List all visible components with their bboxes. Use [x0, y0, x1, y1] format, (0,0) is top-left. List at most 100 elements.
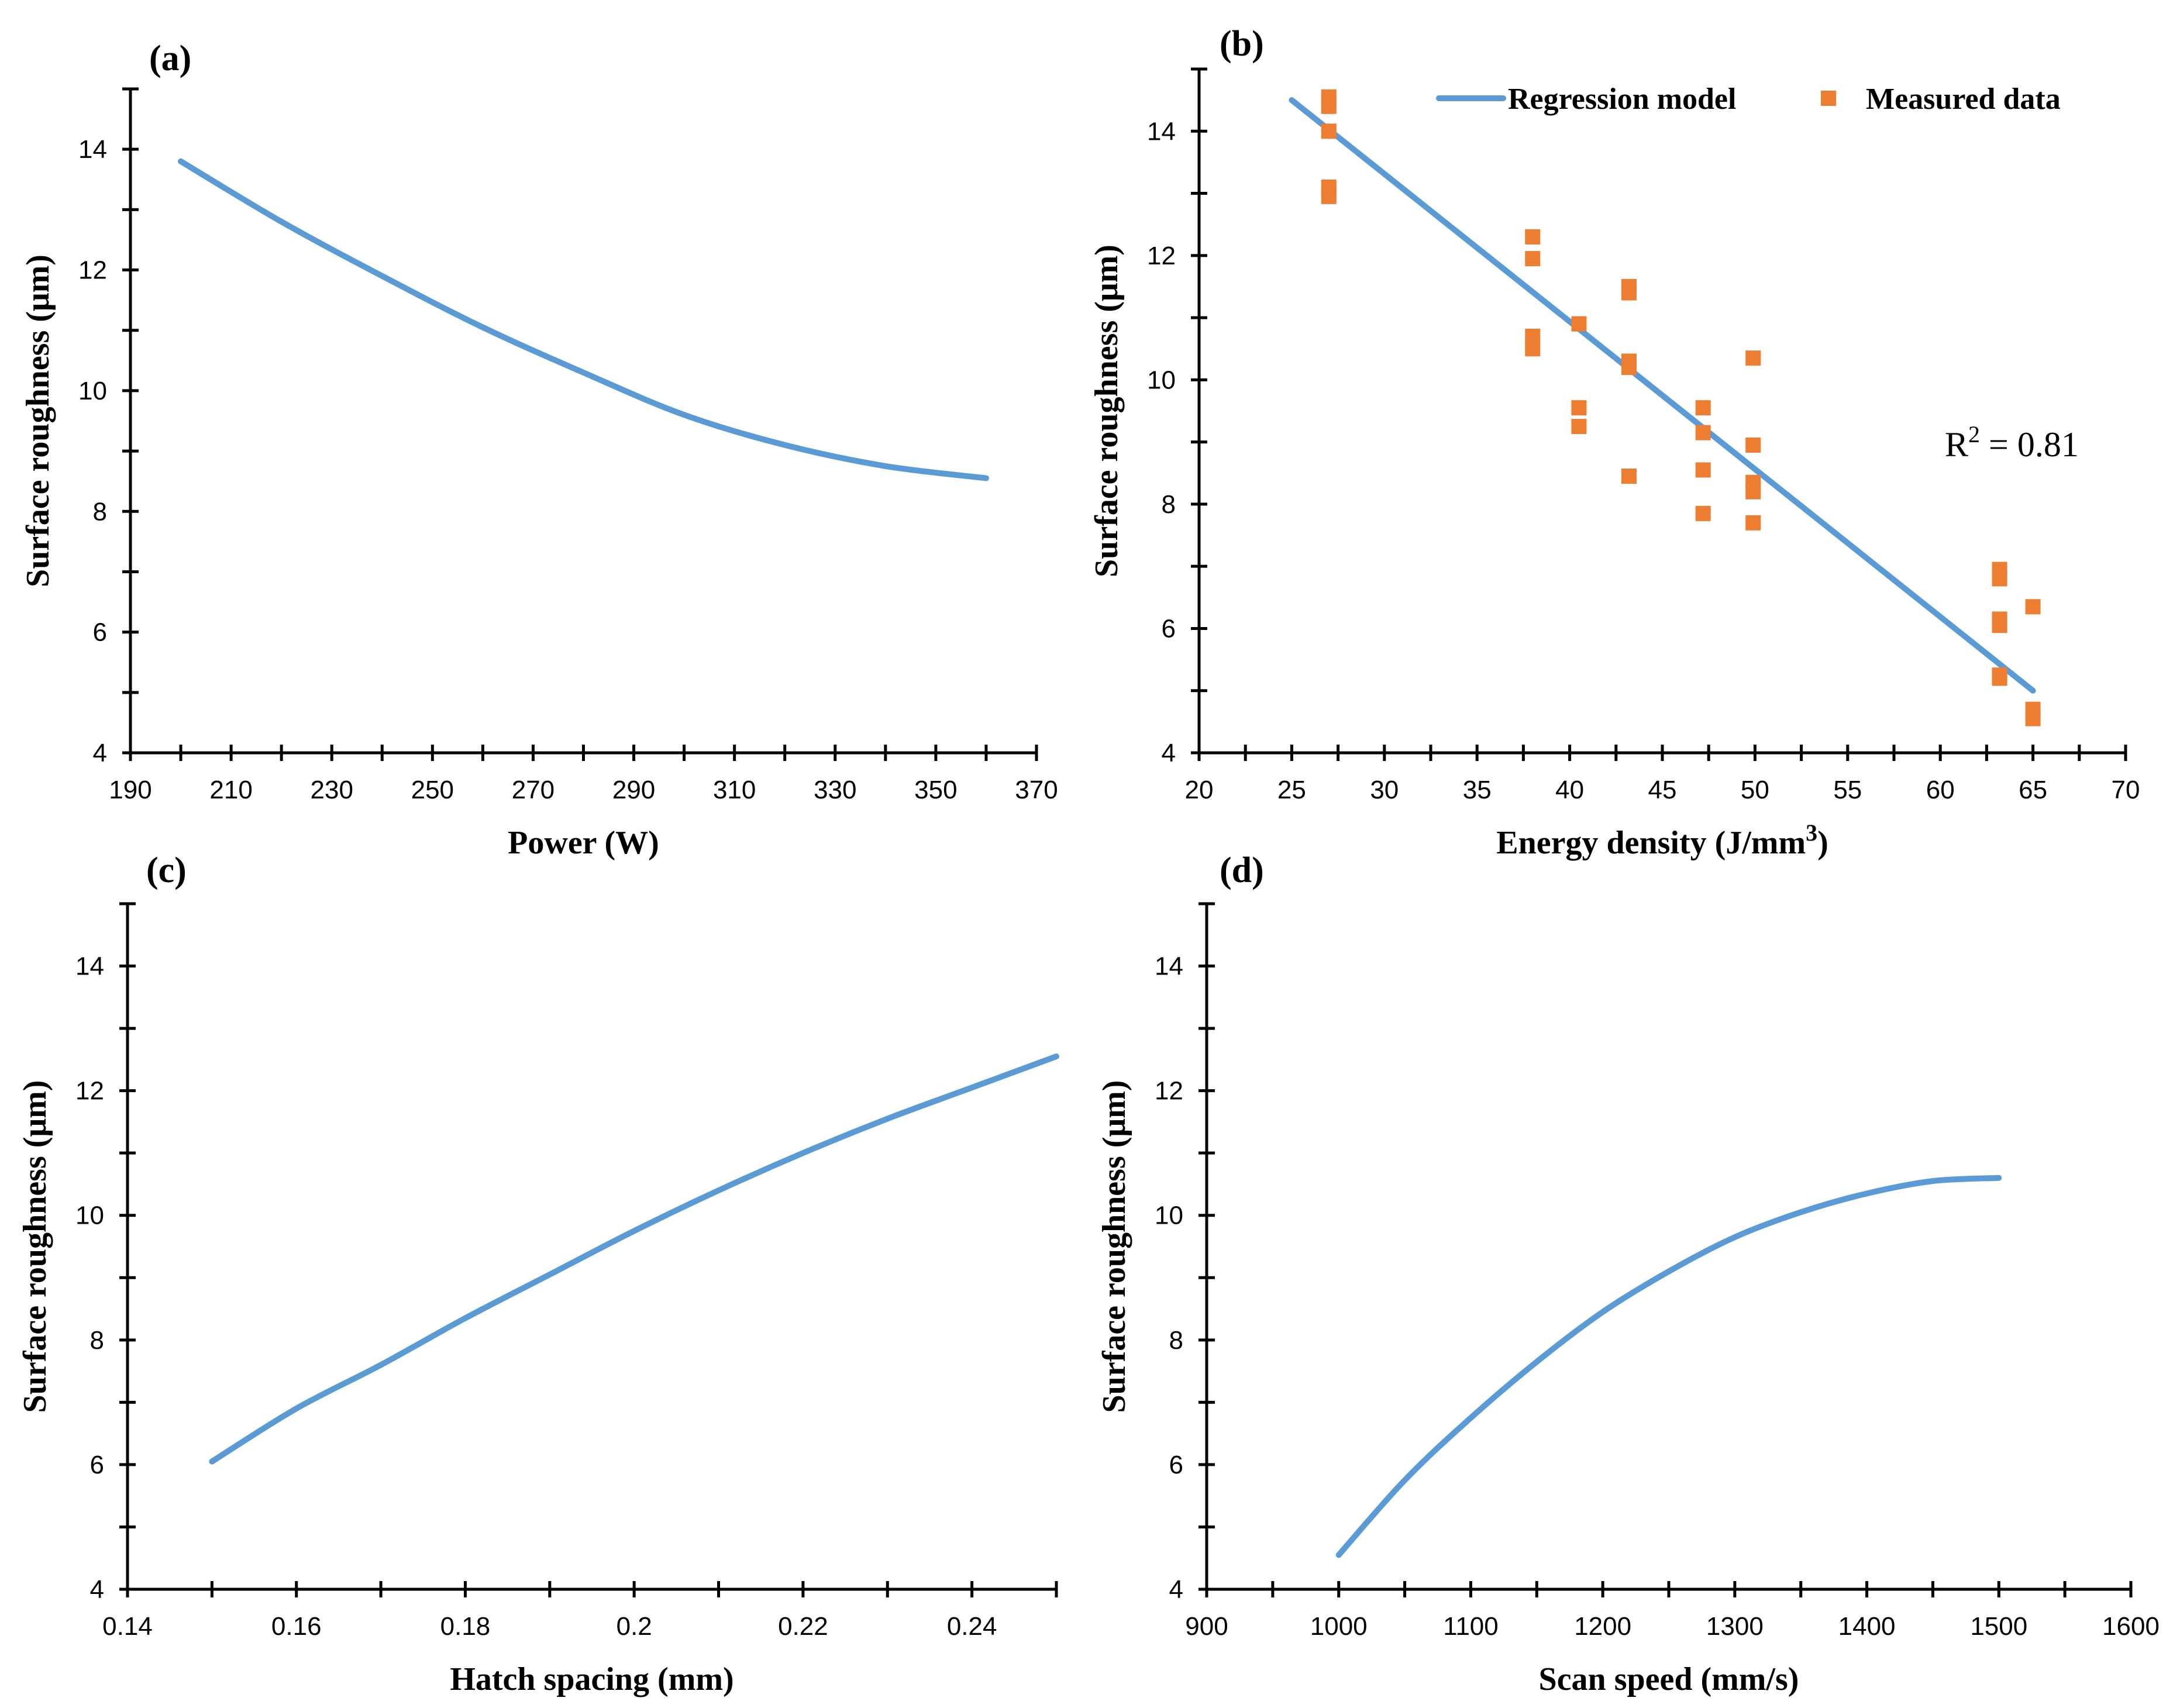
data-point [1745, 437, 1761, 453]
y-tick-label: 8 [1169, 1326, 1183, 1355]
data-point [1745, 484, 1761, 500]
regression-line [1289, 97, 2036, 694]
data-point [1695, 505, 1711, 521]
r-squared-superscript: 2 [1968, 421, 1980, 447]
x-tick-label: 0.14 [102, 1612, 153, 1641]
data-point [1745, 350, 1761, 366]
y-tick-label: 4 [93, 739, 107, 767]
series-line [209, 1053, 1059, 1465]
x-axis-title-text: Energy density (J/mm [1496, 825, 1806, 861]
data-point [1571, 419, 1587, 435]
x-tick-label: 210 [209, 776, 252, 804]
y-axis-title: Surface roughness (μm) [1089, 245, 1125, 577]
y-tick-label: 8 [1162, 490, 1176, 519]
x-tick-label: 370 [1015, 776, 1058, 804]
x-tick-label: 1500 [1970, 1612, 2027, 1641]
y-tick-label: 8 [90, 1326, 104, 1355]
x-tick-label: 900 [1185, 1612, 1228, 1641]
r-squared-annotation: R2 = 0.81 [1945, 421, 2079, 464]
series-line [1335, 1175, 2002, 1558]
y-tick-label: 4 [1162, 739, 1176, 767]
y-tick-label: 14 [78, 135, 107, 164]
data-point [1321, 188, 1337, 204]
legend-label-measured: Measured data [1866, 82, 2061, 116]
chart-panel-4: 4 6 8 10 12 14 900 1000 1100 1200 1300 1400 1500 1600… [1096, 850, 2160, 1697]
data-point [1525, 341, 1541, 357]
data-point [1321, 98, 1337, 114]
x-axis-title: Power (W) [508, 825, 659, 861]
x-axis-title-text: Scan speed (mm/s) [1539, 1661, 1799, 1697]
data-point [1621, 360, 1637, 376]
x-tick-label: 1600 [2102, 1612, 2160, 1641]
data-point [1695, 400, 1711, 416]
x-tick-label: 0.22 [778, 1612, 828, 1641]
x-axis-title: Hatch spacing (mm) [450, 1661, 733, 1697]
x-axis-title: Scan speed (mm/s) [1539, 1661, 1799, 1697]
y-tick-label: 14 [75, 952, 104, 981]
y-tick-label: 4 [1169, 1575, 1183, 1604]
y-tick-label: 10 [75, 1201, 104, 1230]
x-tick-label: 1000 [1310, 1612, 1368, 1641]
data-point [1525, 229, 1541, 245]
y-axis-title: Surface roughness (μm) [17, 1080, 53, 1413]
x-tick-label: 1100 [1443, 1612, 1499, 1641]
x-tick-label: 190 [109, 776, 151, 804]
data-point [1621, 469, 1637, 484]
x-tick-label: 30 [1370, 776, 1399, 804]
series-line [178, 158, 989, 481]
x-tick-label: 0.16 [271, 1612, 322, 1641]
x-tick-label: 25 [1277, 776, 1306, 804]
y-tick-label: 10 [1155, 1201, 1183, 1230]
x-tick-label: 350 [914, 776, 957, 804]
x-axis-title-text: Hatch spacing (mm) [450, 1661, 733, 1697]
x-tick-label: 50 [1741, 776, 1769, 804]
x-tick-label: 0.24 [947, 1612, 997, 1641]
y-tick-label: 12 [75, 1077, 104, 1106]
panel-label: (d) [1220, 850, 1264, 890]
x-axis-title: Energy density (J/mm3) [1496, 819, 1828, 861]
y-axis-title: Surface roughness (μm) [1096, 1080, 1132, 1413]
legend-marker-swatch [1821, 91, 1836, 106]
r-squared-prefix: R [1945, 425, 1968, 464]
chart-panel-1: 4 6 8 10 12 14 190 210 230 250 270 290 310 330 350 370 (… [20, 39, 1058, 861]
y-tick-label: 4 [90, 1575, 104, 1604]
x-tick-label: 230 [311, 776, 353, 804]
x-tick-label: 70 [2112, 776, 2140, 804]
data-point [1695, 462, 1711, 478]
data-point [2025, 599, 2041, 615]
x-tick-label: 1300 [1706, 1612, 1764, 1641]
y-tick-label: 6 [90, 1451, 104, 1479]
y-tick-label: 6 [1169, 1451, 1183, 1479]
x-tick-label: 1400 [1838, 1612, 1896, 1641]
x-tick-label: 330 [814, 776, 856, 804]
y-tick-label: 12 [78, 256, 107, 285]
x-tick-label: 65 [2019, 776, 2047, 804]
y-tick-label: 10 [78, 377, 107, 405]
x-tick-label: 310 [713, 776, 756, 804]
x-tick-label: 35 [1463, 776, 1492, 804]
x-tick-label: 60 [1926, 776, 1955, 804]
x-tick-label: 250 [411, 776, 454, 804]
data-point [1745, 515, 1761, 531]
x-axis-title-text: Power (W) [508, 825, 659, 861]
x-tick-label: 1200 [1574, 1612, 1631, 1641]
data-point [1525, 251, 1541, 267]
panel-label: (c) [146, 850, 187, 890]
data-point [1571, 400, 1587, 416]
x-tick-label: 40 [1555, 776, 1584, 804]
y-tick-label: 8 [93, 497, 107, 526]
y-tick-label: 14 [1155, 952, 1183, 981]
data-point [1621, 285, 1637, 301]
x-tick-label: 270 [512, 776, 555, 804]
x-tick-label: 45 [1648, 776, 1677, 804]
panel-label: (a) [149, 39, 191, 78]
x-axis-title-superscript: 3 [1806, 819, 1817, 846]
y-tick-label: 10 [1147, 366, 1176, 394]
x-tick-label: 20 [1185, 776, 1214, 804]
chart-panel-3: 4 6 8 10 12 14 0.14 0.16 0.18 0.2 0.22 0.24 (c) Hatch… [17, 850, 1059, 1697]
x-axis-title-close: ) [1817, 825, 1828, 861]
y-tick-label: 14 [1147, 117, 1176, 146]
r-squared-value: = 0.81 [1980, 425, 2079, 464]
x-tick-label: 0.18 [440, 1612, 491, 1641]
